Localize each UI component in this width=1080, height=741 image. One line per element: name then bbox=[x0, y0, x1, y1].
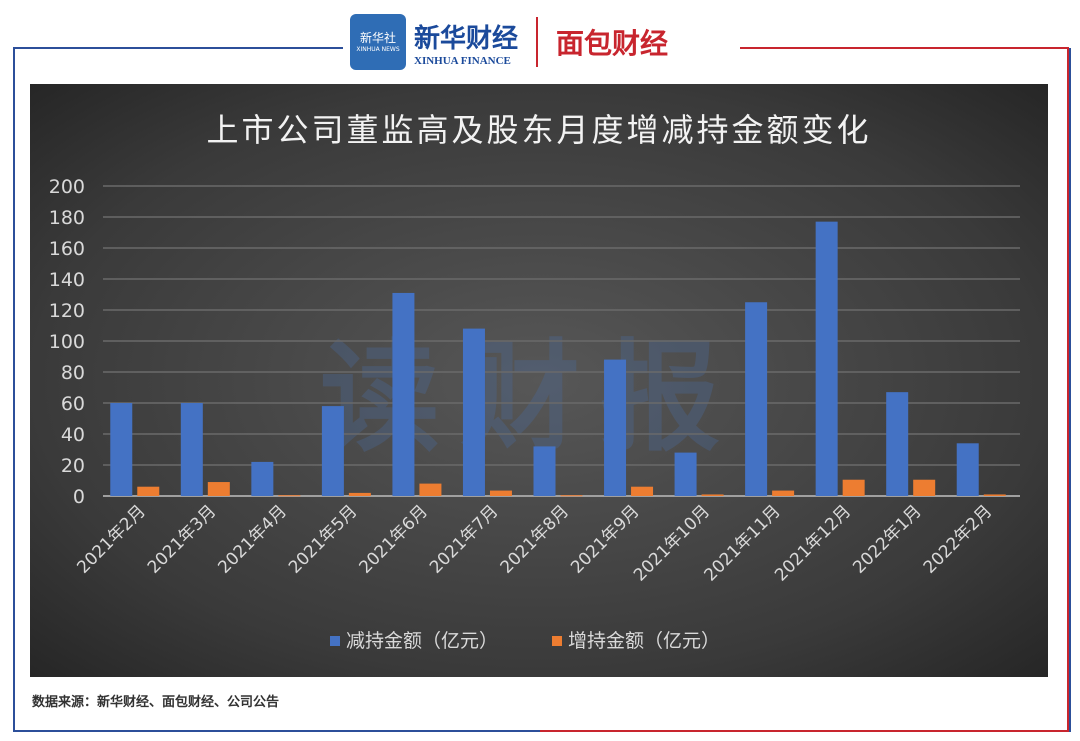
increase-bar bbox=[631, 486, 654, 496]
decrease-bar bbox=[674, 452, 697, 496]
increase-bar bbox=[348, 492, 371, 496]
y-tick-label: 140 bbox=[49, 269, 85, 291]
x-tick-label: 2021年2月 bbox=[73, 501, 149, 577]
increase-bar bbox=[701, 494, 724, 496]
x-tick-label: 2021年12月 bbox=[771, 501, 855, 585]
decrease-bar bbox=[110, 403, 133, 496]
increase-bar bbox=[207, 482, 230, 496]
y-tick-label: 40 bbox=[61, 424, 85, 446]
x-tick-label: 2021年3月 bbox=[144, 501, 220, 577]
header-logos: 新华社 XINHUA NEWS 新华财经 XINHUA FINANCE 面包财经 bbox=[350, 12, 740, 72]
increase-bar bbox=[913, 479, 936, 496]
decrease-bar bbox=[392, 292, 415, 496]
frame-top-right bbox=[740, 47, 1069, 49]
increase-bar bbox=[842, 479, 865, 496]
increase-bar bbox=[560, 495, 583, 497]
x-tick-label: 2022年1月 bbox=[849, 501, 925, 577]
increase-bar bbox=[983, 494, 1006, 496]
decrease-bar bbox=[321, 406, 344, 496]
chart-title: 上市公司董监高及股东月度增减持金额变化 bbox=[206, 111, 871, 149]
y-tick-label: 100 bbox=[49, 331, 85, 353]
increase-bar bbox=[489, 490, 512, 496]
decrease-bar bbox=[604, 359, 627, 496]
x-tick-label: 2021年5月 bbox=[285, 501, 361, 577]
legend-swatch bbox=[330, 636, 340, 646]
decrease-bar bbox=[533, 446, 556, 496]
increase-bar bbox=[137, 486, 160, 496]
y-tick-label: 180 bbox=[49, 207, 85, 229]
decrease-bar bbox=[745, 302, 768, 496]
x-tick-label: 2021年9月 bbox=[567, 501, 643, 577]
decrease-bar bbox=[251, 461, 274, 496]
legend-label: 增持金额（亿元） bbox=[568, 630, 720, 652]
xinhua-news: XINHUA NEWS bbox=[356, 45, 400, 53]
x-tick-label: 2021年6月 bbox=[356, 501, 432, 577]
legend-label: 减持金额（亿元） bbox=[346, 630, 498, 652]
y-tick-label: 200 bbox=[49, 176, 85, 198]
xinhua-finance-logo: 新华财经 XINHUA FINANCE bbox=[414, 18, 518, 67]
xinhua-agency: 新华社 bbox=[359, 31, 396, 46]
y-tick-label: 20 bbox=[61, 455, 85, 477]
xinhua-logo: 新华社 XINHUA NEWS bbox=[350, 14, 406, 70]
chart: 读财报 上市公司董监高及股东月度增减持金额变化 0 20 40 60 80 100 120 1… bbox=[49, 111, 1020, 652]
y-tick-label: 60 bbox=[61, 393, 85, 415]
increase-bar bbox=[772, 490, 795, 496]
decrease-bar bbox=[815, 221, 838, 496]
watermark: 读财报 bbox=[320, 329, 740, 468]
x-tick-label: 2021年7月 bbox=[426, 501, 502, 577]
frame-right bbox=[540, 48, 1069, 732]
y-tick-label: 160 bbox=[49, 238, 85, 260]
x-tick-label: 2021年8月 bbox=[497, 501, 573, 577]
xinhua-finance-en: XINHUA FINANCE bbox=[414, 54, 511, 67]
increase-bar bbox=[419, 483, 442, 496]
decrease-bar bbox=[180, 403, 203, 496]
divider bbox=[536, 17, 539, 67]
y-tick-label: 80 bbox=[61, 362, 85, 384]
y-tick-label: 0 bbox=[73, 486, 85, 508]
source-note: 数据来源：新华财经、面包财经、公司公告 bbox=[32, 695, 280, 710]
y-tick-label: 120 bbox=[49, 300, 85, 322]
decrease-bar bbox=[956, 443, 979, 496]
x-tick-label: 2022年2月 bbox=[920, 501, 996, 577]
increase-bar bbox=[278, 495, 301, 497]
chart-panel: 读财报 上市公司董监高及股东月度增减持金额变化 0 20 40 60 80 100 120 1… bbox=[30, 84, 1048, 677]
x-tick-label: 2021年4月 bbox=[214, 501, 290, 577]
mianbao-logo: 面包财经 bbox=[556, 27, 669, 60]
decrease-bar bbox=[886, 392, 909, 496]
xinhua-finance-cn: 新华财经 bbox=[414, 23, 519, 54]
legend-swatch bbox=[552, 636, 562, 646]
frame-top-left bbox=[13, 47, 343, 49]
decrease-bar bbox=[462, 328, 485, 496]
